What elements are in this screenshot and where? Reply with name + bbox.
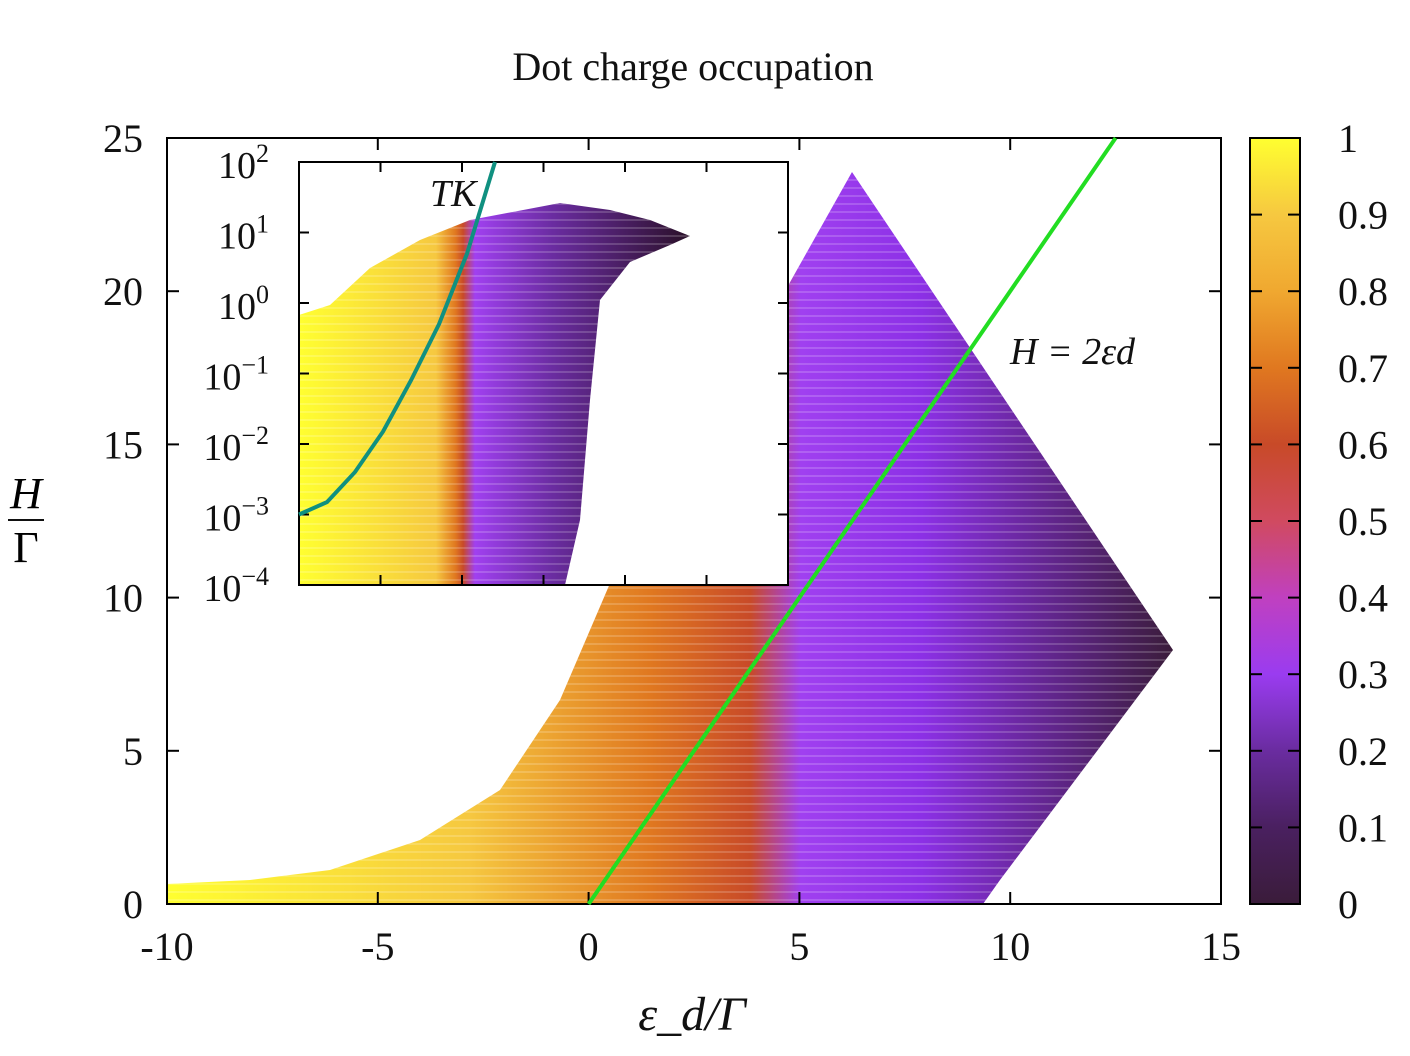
main-axis-ticks: -10 -5 0 5 10 15 0 5 10 15 20 25 [103,116,1241,969]
colorbar-tick-label: 0.8 [1338,269,1388,314]
inset-y-tick-label: 100 [218,280,269,328]
y-tick-label: 15 [103,422,143,467]
colorbar-tick-label: 0.7 [1338,346,1388,391]
colorbar-tick-label: 0.4 [1338,576,1388,621]
x-axis-title: ε_d/Γ [638,988,747,1041]
inset-y-tick-label: 10−3 [203,492,269,540]
inset-y-tick-label: 10−4 [203,562,269,610]
colorbar-ticks: 0 0.1 0.2 0.3 0.4 0.5 0.6 0.7 0.8 0.9 1 [1250,116,1388,927]
y-tick-label: 0 [123,882,143,927]
x-tick-label: 15 [1201,924,1241,969]
x-tick-label: 10 [990,924,1030,969]
inset-occupation-hatch [299,203,690,585]
x-tick-label: 0 [579,924,599,969]
y-tick-label: 10 [103,576,143,621]
x-tick-label: -10 [140,924,193,969]
y-tick-label: 5 [123,729,143,774]
x-tick-label: 5 [789,924,809,969]
y-axis-title-denominator: Γ [13,523,38,572]
annotation-h-equals-2ed: H = 2εd [1009,331,1136,373]
colorbar-tick-label: 1 [1338,116,1358,161]
y-axis-title: H Γ [8,469,44,572]
inset-chart: 102 101 100 10−1 10−2 10−3 10−4 TK [203,139,789,610]
colorbar-tick-label: 0.3 [1338,652,1388,697]
inset-y-tick-label: 101 [218,210,269,258]
chart-title: Dot charge occupation [512,44,873,89]
inset-y-tick-label: 10−2 [203,421,269,469]
inset-axis-ticks: 102 101 100 10−1 10−2 10−3 10−4 [203,139,788,610]
colorbar-tick-label: 0 [1338,882,1358,927]
colorbar-tick-label: 0.1 [1338,805,1388,850]
annotation-tk: TK [430,173,478,215]
x-tick-label: -5 [361,924,394,969]
y-tick-label: 25 [103,116,143,161]
series-line-h-equals-2ed [586,136,1118,906]
y-tick-label: 20 [103,269,143,314]
plot-frame [166,137,1222,905]
colorbar-tick-label: 0.9 [1338,193,1388,238]
inset-y-tick-label: 102 [218,139,269,187]
series-line-tk [298,161,497,517]
y-axis-title-numerator: H [9,469,44,518]
colorbar-tick-label: 0.6 [1338,422,1388,467]
colorbar-tick-label: 0.2 [1338,729,1388,774]
colorbar: 0 0.1 0.2 0.3 0.4 0.5 0.6 0.7 0.8 0.9 1 [1249,116,1388,927]
inset-y-tick-label: 10−1 [203,351,269,399]
colorbar-tick-label: 0.5 [1338,499,1388,544]
